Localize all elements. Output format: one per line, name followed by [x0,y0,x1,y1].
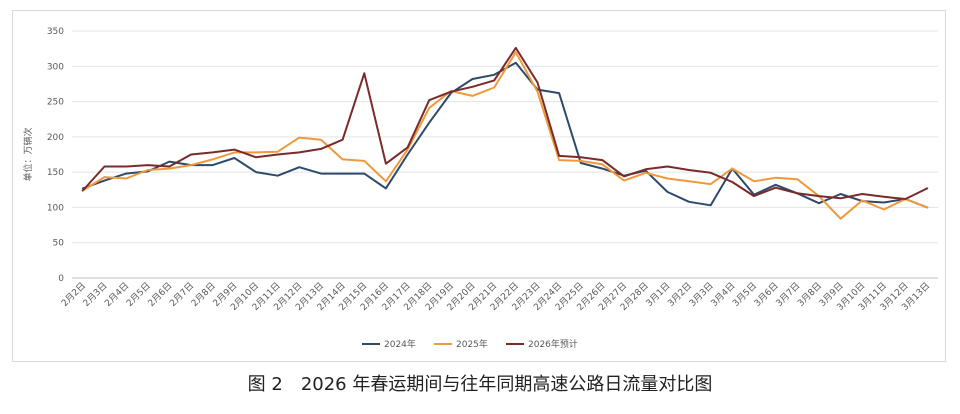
y-tick-label: 350 [47,27,64,37]
chart-frame: 0 50 100 150 200 250 300 350 2月2日 2月3日 2月4日 2月5日 2月… [12,10,946,362]
series-line-2 [81,46,929,200]
figure-caption: 图 2 2026 年春运期间与往年同期高速公路日流量对比图 [0,370,960,396]
y-tick-label: 0 [58,274,64,284]
x-axis-ticks: 2月2日2月3日2月4日2月5日2月6日2月7日2月8日2月9日2月10日2月1… [59,280,932,313]
y-axis-ticks: 0 50 100 150 200 250 300 350 [47,27,64,284]
series-line-1 [81,51,929,220]
series-lines [81,46,929,220]
y-tick-label: 300 [47,62,64,72]
legend: 2024年 2025年 2026年预计 [362,338,578,350]
y-tick-label: 200 [47,133,64,143]
legend-label: 2024年 [384,338,416,350]
y-tick-label: 150 [47,168,64,178]
y-tick-label: 100 [47,203,64,213]
series-line-0 [81,61,929,209]
figure-title: 2026 年春运期间与往年同期高速公路日流量对比图 [300,374,713,395]
legend-label: 2026年预计 [528,338,578,350]
y-tick-label: 250 [47,98,64,108]
y-axis-label: 单位：万辆次 [22,127,34,181]
y-tick-label: 50 [53,239,65,249]
legend-label: 2025年 [456,338,488,350]
gridlines [72,30,938,279]
line-chart: 0 50 100 150 200 250 300 350 2月2日2月3日2月4日2月5日2月… [22,27,938,350]
figure-number: 图 2 [247,374,283,395]
